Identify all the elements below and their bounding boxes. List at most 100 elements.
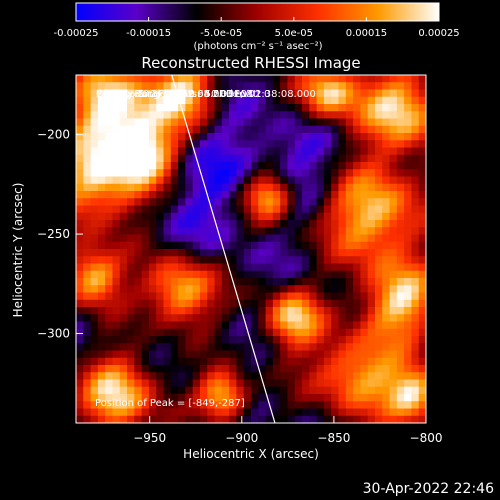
heatmap-cell	[367, 285, 376, 293]
heatmap-cell	[112, 227, 121, 235]
heatmap-cell	[265, 198, 274, 206]
heatmap-cell	[178, 111, 186, 119]
heatmap-cell	[163, 191, 172, 199]
heatmap-cell	[272, 220, 281, 228]
heatmap-cell	[345, 234, 354, 243]
heatmap-cell	[396, 285, 405, 293]
heatmap-cell	[192, 415, 201, 423]
heatmap-cell	[411, 328, 420, 337]
heatmap-cell	[148, 336, 157, 344]
heatmap-cell	[178, 75, 186, 83]
heatmap-cell	[374, 357, 383, 366]
heatmap-cell	[127, 154, 135, 163]
heatmap-cell	[418, 198, 426, 206]
heatmap-cell	[294, 343, 303, 351]
heatmap-cell	[83, 96, 91, 105]
heatmap-cell	[265, 278, 274, 286]
heatmap-cell	[418, 321, 426, 330]
heatmap-cell	[163, 415, 172, 423]
heatmap-cell	[389, 118, 398, 127]
heatmap-cell	[214, 205, 223, 214]
heatmap-cell	[280, 96, 288, 105]
heatmap-cell	[345, 133, 354, 141]
heatmap-cell	[396, 140, 405, 148]
heatmap-cell	[367, 263, 376, 272]
heatmap-cell	[360, 408, 369, 417]
heatmap-cell	[302, 104, 310, 112]
heatmap-cell	[134, 379, 143, 388]
heatmap-cell	[112, 241, 121, 250]
heatmap-cell	[280, 343, 288, 351]
heatmap-cell	[112, 278, 121, 286]
heatmap-cell	[309, 162, 318, 170]
heatmap-cell	[265, 328, 274, 337]
heatmap-cell	[309, 343, 318, 351]
heatmap-cell	[148, 321, 157, 330]
heatmap-cell	[265, 118, 274, 127]
heatmap-cell	[280, 118, 288, 127]
heatmap-cell	[280, 183, 288, 192]
heatmap-cell	[83, 350, 91, 359]
heatmap-cell	[280, 198, 288, 206]
heatmap-cell	[360, 336, 369, 344]
heatmap-cell	[170, 220, 179, 228]
heatmap-cell	[170, 234, 179, 243]
heatmap-cell	[243, 386, 252, 395]
heatmap-cell	[83, 299, 91, 308]
heatmap-cell	[112, 401, 121, 409]
heatmap-cell	[192, 241, 201, 250]
heatmap-cell	[272, 299, 281, 308]
heatmap-cell	[83, 307, 91, 315]
heatmap-cell	[374, 89, 383, 98]
heatmap-cell	[214, 314, 223, 322]
heatmap-cell	[199, 357, 208, 366]
heatmap-cell	[141, 96, 150, 105]
heatmap-cell	[316, 154, 325, 163]
heatmap-cell	[134, 205, 143, 214]
heatmap-cell	[367, 307, 376, 315]
heatmap-cell	[76, 314, 84, 322]
heatmap-cell	[105, 82, 113, 90]
heatmap-cell	[323, 205, 332, 214]
heatmap-cell	[90, 249, 99, 257]
heatmap-cell	[360, 234, 369, 243]
heatmap-cell	[105, 328, 113, 337]
heatmap-cell	[338, 133, 347, 141]
heatmap-cell	[236, 343, 245, 351]
heatmap-cell	[258, 292, 266, 301]
heatmap-cell	[119, 104, 128, 112]
heatmap-cell	[287, 89, 296, 98]
heatmap-cell	[323, 249, 332, 257]
heatmap-cell	[323, 198, 332, 206]
heatmap-cell	[83, 125, 91, 134]
heatmap-cell	[229, 256, 237, 264]
heatmap-cell	[229, 118, 237, 127]
heatmap-cell	[97, 386, 106, 395]
heatmap-cell	[207, 256, 215, 264]
heatmap-cell	[418, 125, 426, 134]
heatmap-cell	[97, 96, 106, 105]
heatmap-cell	[382, 394, 390, 402]
heatmap-cell	[404, 140, 412, 148]
heatmap-cell	[345, 118, 354, 127]
heatmap-cell	[134, 220, 143, 228]
heatmap-cell	[134, 241, 143, 250]
heatmap-cell	[170, 125, 179, 134]
heatmap-cell	[287, 162, 296, 170]
heatmap-cell	[192, 336, 201, 344]
heatmap-cell	[163, 278, 172, 286]
heatmap-cell	[156, 104, 164, 112]
heatmap-cell	[404, 386, 412, 395]
heatmap-cell	[418, 205, 426, 214]
heatmap-cell	[236, 350, 245, 359]
heatmap-cell	[207, 241, 215, 250]
heatmap-cell	[331, 350, 339, 359]
heatmap-cell	[148, 408, 157, 417]
heatmap-cell	[360, 82, 369, 90]
heatmap-cell	[221, 372, 230, 380]
heatmap-cell	[178, 220, 186, 228]
heatmap-cell	[119, 140, 128, 148]
heatmap-cell	[331, 96, 339, 105]
heatmap-cell	[178, 241, 186, 250]
heatmap-cell	[258, 328, 266, 337]
